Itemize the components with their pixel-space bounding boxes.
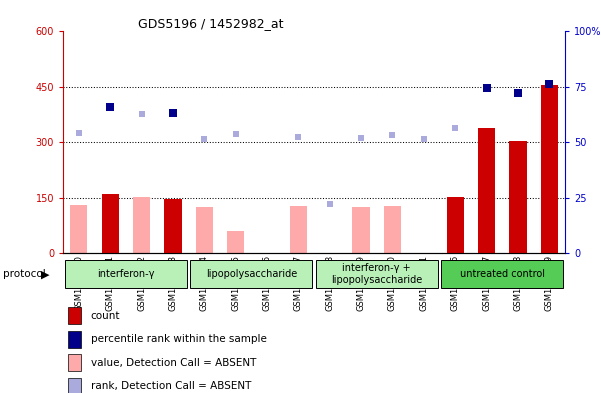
- FancyBboxPatch shape: [190, 260, 313, 288]
- Bar: [133, 197, 150, 253]
- Text: interferon-γ: interferon-γ: [97, 269, 154, 279]
- FancyBboxPatch shape: [441, 260, 563, 288]
- Text: interferon-γ +
lipopolysaccharide: interferon-γ + lipopolysaccharide: [331, 263, 423, 285]
- FancyBboxPatch shape: [65, 260, 187, 288]
- Text: rank, Detection Call = ABSENT: rank, Detection Call = ABSENT: [91, 381, 251, 391]
- Bar: [164, 199, 182, 253]
- Text: untreated control: untreated control: [460, 269, 545, 279]
- Bar: [478, 128, 495, 253]
- Bar: [195, 207, 213, 253]
- Bar: [102, 194, 119, 253]
- Bar: [384, 206, 401, 253]
- Bar: [447, 197, 464, 253]
- Bar: [68, 307, 81, 324]
- Text: value, Detection Call = ABSENT: value, Detection Call = ABSENT: [91, 358, 256, 368]
- Bar: [68, 378, 81, 393]
- Bar: [227, 231, 244, 253]
- Text: GDS5196 / 1452982_at: GDS5196 / 1452982_at: [138, 17, 284, 30]
- Bar: [290, 206, 307, 253]
- Text: protocol: protocol: [3, 269, 46, 279]
- Text: lipopolysaccharide: lipopolysaccharide: [206, 269, 297, 279]
- Bar: [509, 141, 526, 253]
- Bar: [68, 354, 81, 371]
- Bar: [541, 85, 558, 253]
- Bar: [68, 331, 81, 348]
- Text: ▶: ▶: [41, 269, 49, 279]
- FancyBboxPatch shape: [316, 260, 438, 288]
- Bar: [352, 207, 370, 253]
- Text: count: count: [91, 310, 120, 321]
- Text: percentile rank within the sample: percentile rank within the sample: [91, 334, 267, 344]
- Bar: [70, 206, 87, 253]
